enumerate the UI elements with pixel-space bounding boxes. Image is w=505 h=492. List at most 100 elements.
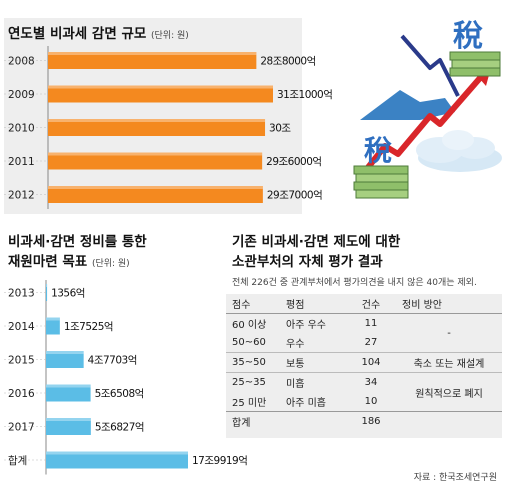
bar-value-label: 17조9919억 [192, 455, 247, 467]
table-row: 50~60 우수 27 [226, 333, 502, 353]
bar-value-label: 5조6508억 [95, 388, 144, 400]
evaluation-table: 점수 평점 건수 정비 방안 60 이상 아주 우수 11 - 50~60 우수… [226, 294, 502, 431]
row-count: 10 [364, 396, 378, 407]
row-score: 25 미만 [232, 398, 267, 409]
annual-exemption-bars: 2008 28조8000억 2009 31조1000억 2010 30조 2011 29조60… [4, 46, 333, 209]
bar-highlight [46, 384, 91, 388]
bar-highlight [48, 52, 257, 55]
evaluation-note: 전체 226건 중 관계부처에서 평가의견을 내지 않은 40개는 제외. [232, 278, 477, 288]
bar-value-label: 29조7000억 [267, 190, 322, 202]
table-row: 60 이상 아주 우수 11 - [226, 314, 502, 339]
total-count: 186 [361, 416, 381, 427]
row-plan-reduce: 축소 또는 재설계 [413, 359, 485, 370]
table-row: 35~50 보통 104 축소 또는 재설계 [226, 352, 502, 373]
bar-value-label: 29조6000억 [266, 156, 321, 168]
bar-highlight [48, 85, 273, 89]
row-grade: 보통 [286, 359, 305, 370]
row-score: 25~35 [232, 377, 266, 388]
annual-exemption-chart-panel [4, 18, 302, 214]
bar-category-label: 2008 [8, 56, 35, 68]
row-grade: 미흡 [286, 379, 305, 390]
bar-category-label: 2010 [8, 123, 35, 135]
header-count: 건수 [361, 300, 381, 311]
bar-value-label: 5조6827억 [95, 422, 144, 434]
bar-highlight [48, 119, 266, 122]
bar [48, 85, 273, 103]
blue-mountain-icon [360, 90, 455, 120]
top-chart-unit: (단위: 원) [151, 31, 189, 41]
tax-character-large: 稅 [453, 19, 483, 54]
source-note: 자료 : 한국조세연구원 [413, 473, 497, 483]
bar-value-label: 28조8000억 [260, 56, 315, 68]
row-score: 35~50 [232, 357, 266, 368]
evaluation-title-line1: 기존 비과세·감면 제도에 대한 [232, 234, 401, 250]
bar-category-label: 2015 [8, 355, 35, 367]
target-chart-unit: (단위: 원) [91, 259, 130, 269]
bar [46, 317, 60, 335]
row-grade: 우수 [286, 339, 305, 350]
evaluation-title-line2: 소관부처의 자체 평가 결과 [232, 254, 383, 270]
bar-category-label: 2011 [8, 156, 35, 168]
bar-category-label: 합계 [8, 455, 27, 467]
bar-highlight [46, 317, 60, 321]
bar-highlight [46, 284, 48, 287]
bar-value-label: 1조7525억 [64, 321, 113, 333]
bar [48, 186, 263, 203]
header-grade: 평점 [286, 300, 305, 311]
bar-category-label: 2013 [8, 288, 35, 300]
bar-highlight [48, 152, 263, 156]
target-chart-title: 비과세·감면 정비를 통한 재원마련 목표 (단위: 원) [8, 232, 147, 274]
bar-category-label: 2014 [8, 321, 35, 333]
bar [46, 418, 91, 435]
row-plan-abolish: 원칙적으로 폐지 [415, 388, 483, 400]
top-chart-title: 연도별 비과세 감면 규모 [8, 26, 147, 42]
bar-category-label: 2016 [8, 388, 35, 400]
bar-highlight [46, 351, 84, 354]
top-chart-title-row: 연도별 비과세 감면 규모 (단위: 원) [8, 22, 189, 42]
bar [48, 52, 257, 69]
target-chart-title-line2: 재원마련 목표 [8, 254, 88, 270]
target-chart-title-line2-row: 재원마련 목표 (단위: 원) [8, 252, 147, 274]
evaluation-title: 기존 비과세·감면 제도에 대한 소관부처의 자체 평가 결과 [232, 232, 400, 272]
row-count: 104 [361, 357, 381, 368]
row-count: 34 [364, 377, 378, 388]
row-score: 50~60 [232, 337, 266, 348]
row-count: 27 [364, 337, 378, 348]
bar-value-label: 1356억 [51, 288, 85, 300]
bar-category-label: 2012 [8, 190, 35, 202]
bar-value-label: 30조 [269, 123, 291, 135]
row-grade: 아주 우수 [286, 320, 326, 331]
table-header-row: 점수 평점 건수 정비 방안 [226, 294, 502, 314]
bar-category-label: 2009 [8, 89, 35, 101]
bar-highlight [48, 186, 263, 189]
header-plan: 정비 방안 [402, 300, 442, 311]
target-chart-title-line1: 비과세·감면 정비를 통한 [8, 234, 147, 250]
cloud-icon [416, 130, 502, 172]
row-score: 60 이상 [232, 320, 267, 331]
money-stack-icon [353, 51, 501, 199]
bar-value-label: 4조7703억 [88, 355, 137, 367]
bar [46, 351, 84, 368]
bar [46, 284, 48, 301]
bar [46, 384, 91, 402]
tax-character-small: 稅 [364, 134, 392, 167]
total-label: 합계 [232, 418, 251, 429]
table-row: 25 미만 아주 미흡 10 [226, 392, 502, 412]
rising-tax-illustration: 稅 稅 [353, 19, 502, 199]
falling-arrow-icon [400, 34, 460, 97]
bar-highlight [46, 418, 91, 421]
row-plan-none: - [447, 327, 451, 339]
table-total-row: 합계 186 [226, 411, 502, 432]
bar-highlight [46, 451, 188, 455]
bar-category-label: 2017 [8, 422, 35, 434]
revenue-target-bars: 2013 1356억 2014 1조7525억 2015 4조7703억 2016 5조650… [4, 280, 248, 475]
evaluation-table-panel: 점수 평점 건수 정비 방안 60 이상 아주 우수 11 - 50~60 우수… [226, 294, 502, 438]
bar [48, 119, 266, 136]
table-row: 25~35 미흡 34 원칙적으로 폐지 [226, 373, 502, 400]
row-count: 11 [364, 318, 378, 329]
bar [46, 451, 188, 469]
bar [48, 152, 263, 170]
row-grade: 아주 미흡 [286, 398, 326, 409]
header-score: 점수 [232, 300, 251, 311]
